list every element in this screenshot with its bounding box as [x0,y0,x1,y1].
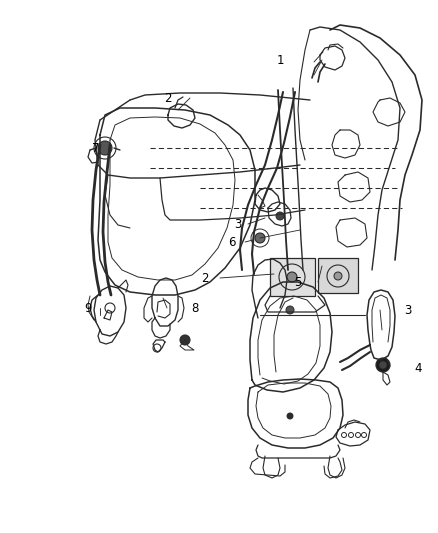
Text: 8: 8 [191,302,199,314]
Bar [270,258,315,296]
Text: 9: 9 [84,302,92,314]
Text: 3: 3 [234,217,242,230]
Circle shape [376,358,390,372]
Text: 3: 3 [404,303,412,317]
Bar [318,258,358,293]
Circle shape [255,233,265,243]
Circle shape [287,413,293,419]
Circle shape [334,272,342,280]
Text: 5: 5 [294,276,302,288]
Text: 2: 2 [201,271,209,285]
Text: 6: 6 [228,236,236,248]
Text: 4: 4 [414,361,422,375]
Circle shape [379,361,387,369]
Circle shape [276,212,284,220]
Circle shape [287,272,297,282]
Circle shape [286,306,294,314]
Circle shape [98,141,112,155]
Circle shape [180,335,190,345]
Text: 1: 1 [276,53,284,67]
Text: 7: 7 [92,141,100,155]
Text: 2: 2 [164,92,172,104]
